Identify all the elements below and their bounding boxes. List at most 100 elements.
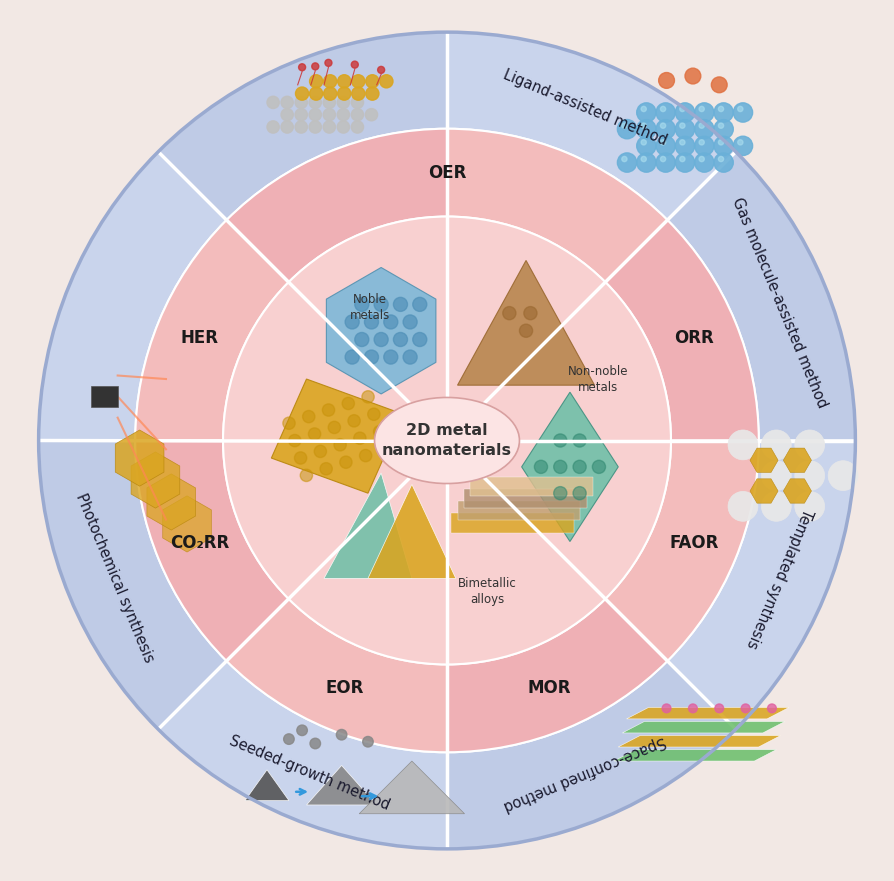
Circle shape	[719, 123, 723, 129]
Polygon shape	[307, 766, 376, 805]
Polygon shape	[245, 770, 289, 801]
Circle shape	[728, 492, 758, 522]
Circle shape	[351, 87, 365, 100]
Wedge shape	[668, 152, 856, 440]
Circle shape	[320, 463, 333, 475]
Circle shape	[715, 704, 723, 713]
Circle shape	[733, 103, 753, 122]
Circle shape	[573, 460, 586, 473]
Polygon shape	[359, 761, 465, 814]
Circle shape	[656, 137, 675, 156]
Wedge shape	[447, 32, 736, 220]
Circle shape	[309, 96, 322, 108]
Circle shape	[641, 123, 646, 129]
Polygon shape	[464, 489, 586, 508]
Circle shape	[685, 68, 701, 84]
Wedge shape	[447, 129, 668, 282]
Polygon shape	[458, 501, 580, 521]
Circle shape	[309, 108, 322, 121]
Wedge shape	[447, 599, 668, 752]
Text: Photochemical synthesis: Photochemical synthesis	[72, 492, 156, 665]
Circle shape	[699, 140, 704, 145]
Circle shape	[366, 75, 379, 88]
Circle shape	[637, 103, 656, 122]
Circle shape	[621, 157, 627, 162]
Circle shape	[762, 492, 791, 522]
Circle shape	[337, 96, 350, 108]
Circle shape	[348, 415, 360, 427]
Circle shape	[714, 137, 733, 156]
Circle shape	[303, 411, 315, 423]
Text: Templated synthesis: Templated synthesis	[744, 506, 815, 650]
Circle shape	[379, 443, 392, 455]
Circle shape	[309, 75, 323, 88]
Circle shape	[367, 408, 380, 420]
Circle shape	[661, 157, 666, 162]
Circle shape	[641, 107, 646, 112]
Circle shape	[340, 456, 352, 469]
Circle shape	[283, 417, 295, 429]
Circle shape	[363, 737, 373, 747]
Circle shape	[338, 87, 350, 100]
Circle shape	[384, 315, 398, 329]
Circle shape	[413, 332, 426, 346]
Circle shape	[661, 123, 666, 129]
Text: EOR: EOR	[325, 679, 364, 697]
Circle shape	[323, 96, 335, 108]
Circle shape	[334, 439, 346, 451]
Circle shape	[283, 734, 294, 744]
Circle shape	[502, 307, 516, 320]
Circle shape	[323, 121, 335, 133]
Circle shape	[662, 704, 670, 713]
Circle shape	[309, 87, 323, 100]
Circle shape	[679, 140, 685, 145]
Circle shape	[573, 486, 586, 500]
Text: Gas molecule-assisted method: Gas molecule-assisted method	[730, 196, 830, 411]
Circle shape	[641, 140, 646, 145]
Circle shape	[393, 298, 408, 311]
Polygon shape	[272, 379, 403, 493]
Text: FAOR: FAOR	[670, 534, 719, 552]
Wedge shape	[158, 32, 447, 220]
Polygon shape	[470, 477, 593, 496]
Circle shape	[365, 315, 378, 329]
Text: Seeded-growth method: Seeded-growth method	[227, 733, 392, 813]
Circle shape	[768, 704, 776, 713]
Circle shape	[295, 96, 308, 108]
Text: OER: OER	[428, 164, 466, 181]
Circle shape	[553, 486, 567, 500]
Circle shape	[795, 492, 824, 522]
Polygon shape	[783, 448, 812, 472]
Polygon shape	[451, 514, 574, 533]
Wedge shape	[226, 599, 447, 752]
Circle shape	[695, 120, 714, 139]
Circle shape	[312, 63, 319, 70]
Circle shape	[355, 332, 369, 346]
Circle shape	[354, 432, 366, 444]
Circle shape	[324, 75, 337, 88]
Circle shape	[656, 103, 675, 122]
Circle shape	[738, 107, 743, 112]
Circle shape	[295, 121, 308, 133]
Circle shape	[519, 324, 533, 337]
Polygon shape	[750, 479, 778, 503]
Text: ORR: ORR	[675, 329, 714, 347]
Text: Noble
metals: Noble metals	[350, 292, 391, 322]
Circle shape	[300, 470, 313, 482]
Circle shape	[377, 66, 384, 73]
Circle shape	[351, 96, 364, 108]
Circle shape	[362, 390, 375, 403]
Circle shape	[719, 157, 723, 162]
Polygon shape	[326, 268, 436, 394]
Polygon shape	[783, 479, 812, 503]
Circle shape	[294, 452, 307, 464]
Circle shape	[637, 137, 656, 156]
Circle shape	[535, 460, 547, 473]
Polygon shape	[618, 736, 780, 747]
Text: 2D metal
nanomaterials: 2D metal nanomaterials	[382, 423, 512, 458]
Wedge shape	[135, 440, 289, 661]
Circle shape	[679, 123, 685, 129]
Circle shape	[524, 307, 537, 320]
Polygon shape	[614, 750, 776, 761]
Circle shape	[403, 350, 417, 364]
